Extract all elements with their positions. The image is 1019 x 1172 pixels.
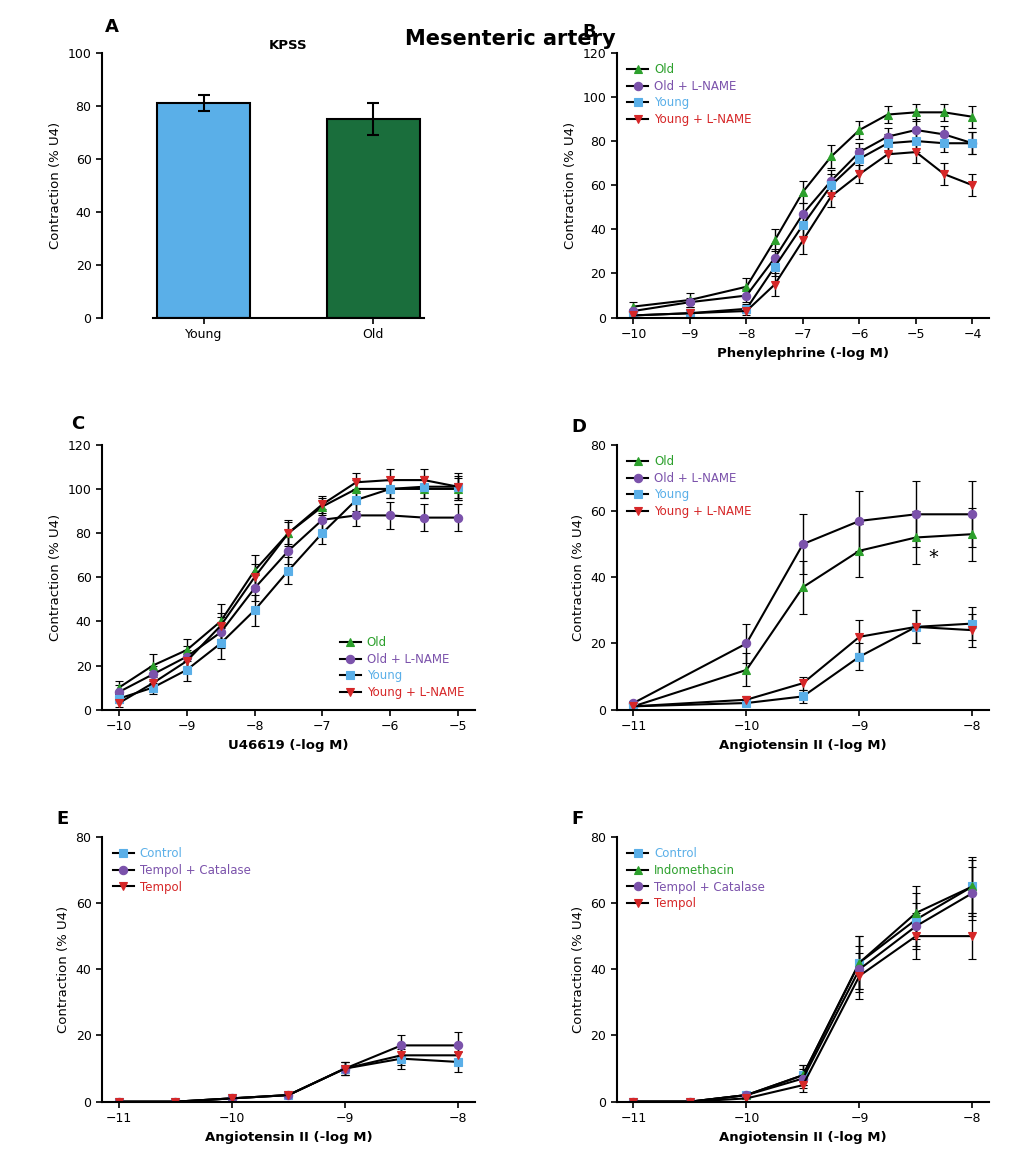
Legend: Old, Old + L-NAME, Young, Young + L-NAME: Old, Old + L-NAME, Young, Young + L-NAME — [334, 632, 469, 703]
Text: A: A — [105, 18, 119, 35]
X-axis label: Angiotensin II (-log M): Angiotensin II (-log M) — [718, 1131, 886, 1144]
X-axis label: Angiotensin II (-log M): Angiotensin II (-log M) — [205, 1131, 372, 1144]
Legend: Control, Indomethacin, Tempol + Catalase, Tempol: Control, Indomethacin, Tempol + Catalase… — [622, 843, 769, 915]
X-axis label: U46619 (-log M): U46619 (-log M) — [228, 738, 348, 751]
Y-axis label: Contraction (% U4): Contraction (% U4) — [49, 122, 62, 248]
Text: B: B — [582, 23, 596, 41]
Text: F: F — [571, 810, 583, 827]
Text: Mesenteric artery: Mesenteric artery — [405, 29, 614, 49]
X-axis label: Phenylephrine (-log M): Phenylephrine (-log M) — [716, 347, 889, 360]
Text: D: D — [571, 417, 586, 436]
Y-axis label: Contraction (% U4): Contraction (% U4) — [57, 906, 70, 1033]
Bar — [326, 120, 420, 318]
Text: C: C — [71, 415, 85, 434]
Y-axis label: Contraction (% U4): Contraction (% U4) — [564, 122, 576, 248]
Title: KPSS: KPSS — [269, 39, 308, 52]
Text: E: E — [57, 810, 69, 827]
Y-axis label: Contraction (% U4): Contraction (% U4) — [571, 513, 584, 641]
Legend: Control, Tempol + Catalase, Tempol: Control, Tempol + Catalase, Tempol — [108, 843, 255, 898]
Bar — [157, 103, 250, 318]
Y-axis label: Contraction (% U4): Contraction (% U4) — [571, 906, 584, 1033]
Y-axis label: Contraction (% U4): Contraction (% U4) — [49, 513, 62, 641]
X-axis label: Angiotensin II (-log M): Angiotensin II (-log M) — [718, 738, 886, 751]
Legend: Old, Old + L-NAME, Young, Young + L-NAME: Old, Old + L-NAME, Young, Young + L-NAME — [622, 59, 756, 131]
Legend: Old, Old + L-NAME, Young, Young + L-NAME: Old, Old + L-NAME, Young, Young + L-NAME — [622, 451, 756, 523]
Text: *: * — [927, 548, 936, 567]
